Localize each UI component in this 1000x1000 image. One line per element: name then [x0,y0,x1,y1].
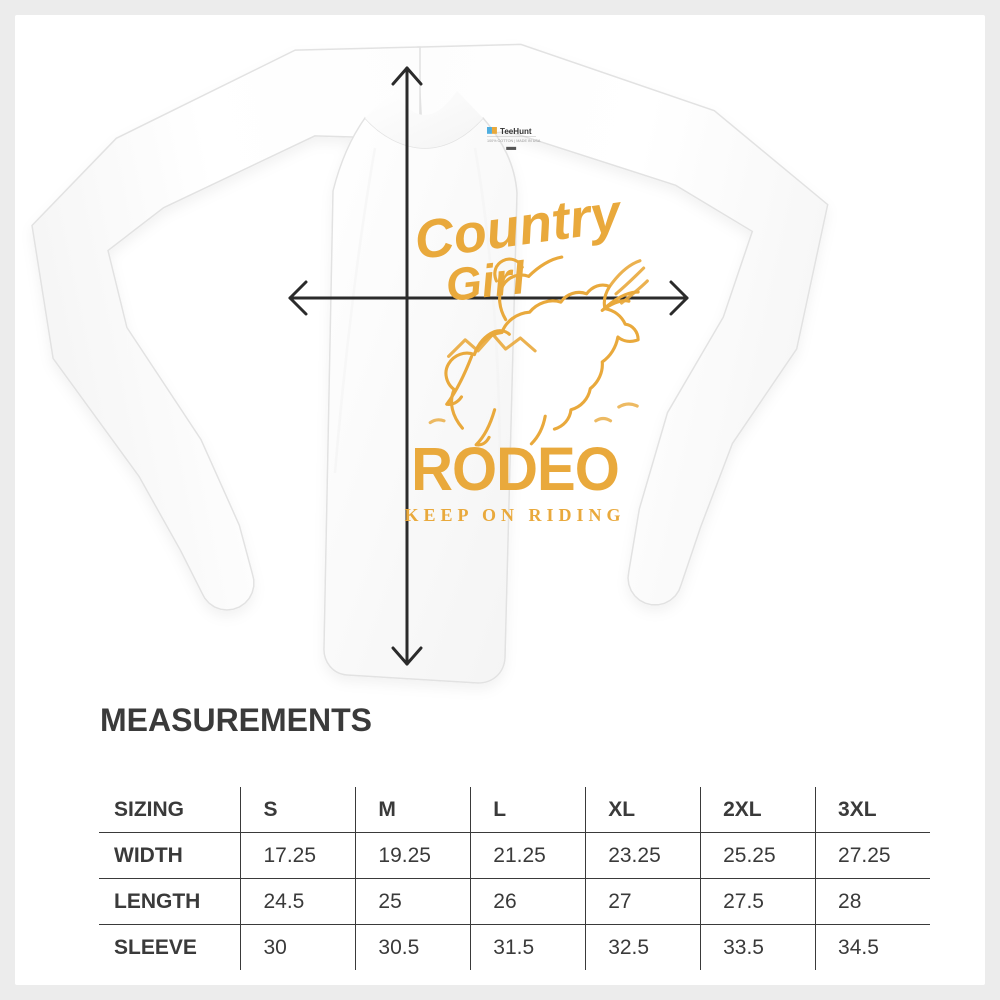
svg-text:RODEO: RODEO [411,435,619,504]
svg-text:100% COTTON | MADE IN USA: 100% COTTON | MADE IN USA [487,139,541,143]
svg-text:TeeHunt: TeeHunt [500,127,532,136]
svg-text:KEEP ON RIDING: KEEP ON RIDING [404,505,625,525]
